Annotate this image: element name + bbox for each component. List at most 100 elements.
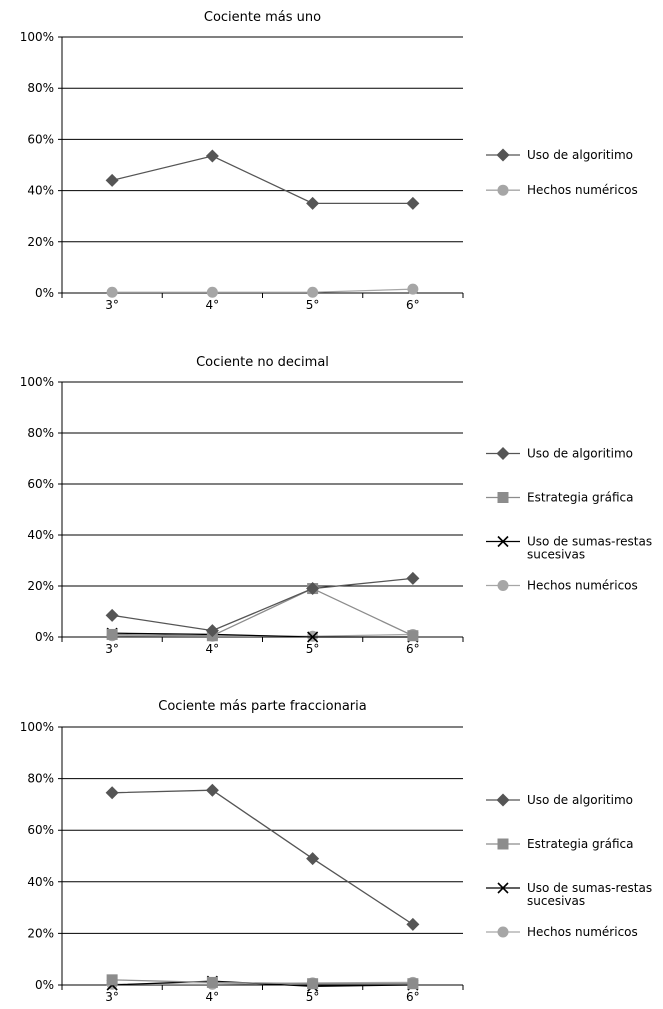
y-tick-label: 80% <box>27 81 54 95</box>
data-point <box>307 978 319 990</box>
data-point <box>307 286 319 298</box>
legend-marker <box>496 447 510 460</box>
series-line <box>112 979 413 985</box>
legend-entry-hechos-numericos: Hechos numéricos <box>486 183 638 197</box>
data-point <box>406 571 420 585</box>
data-point <box>106 974 118 986</box>
legend-label: Uso de algoritimo <box>527 148 633 162</box>
series-line <box>112 587 414 637</box>
legend-entry-uso-de-algoritimo: Uso de algoritimo <box>486 148 633 162</box>
data-point <box>105 608 119 622</box>
x-tick-label: 4° <box>206 990 220 1004</box>
legend-entry-uso-de-sumas-restas-sucesivas: Uso de sumas-restas sucesivas <box>486 535 652 562</box>
legend-entry-uso-de-algoritimo: Uso de algoritimo <box>486 447 633 461</box>
series-uso-de-algoritimo <box>105 149 420 210</box>
legend-label: Hechos numéricos <box>527 579 638 593</box>
series-hechos-numericos <box>106 283 419 298</box>
y-tick-label: 100% <box>20 30 54 44</box>
data-point <box>407 283 419 295</box>
y-tick-label: 20% <box>27 235 54 249</box>
y-tick-label: 40% <box>27 528 54 542</box>
x-tick-label: 6° <box>406 990 420 1004</box>
legend-entry-estrategia-grafica: Estrategia gráfica <box>486 491 633 505</box>
legend-label: Estrategia gráfica <box>527 491 633 505</box>
legend-entry-uso-de-algoritimo: Uso de algoritimo <box>486 793 633 807</box>
series-line <box>112 577 413 632</box>
legend-label: Uso de sumas-restas sucesivas <box>527 535 652 562</box>
y-tick-label: 40% <box>27 875 54 889</box>
y-tick-label: 60% <box>27 477 54 491</box>
data-point <box>105 786 119 800</box>
data-point <box>205 783 219 797</box>
legend: Uso de algoritimo Estrategia gráfica Uso d… <box>486 447 652 593</box>
data-point <box>407 978 419 990</box>
y-tick-label: 80% <box>27 772 54 786</box>
x-tick-label: 6° <box>406 298 420 312</box>
chart-title: Cociente más uno <box>204 10 321 25</box>
x-tick-label: 3° <box>105 642 119 656</box>
x-tick-label: 3° <box>105 298 119 312</box>
data-point <box>106 628 118 640</box>
legend-label: Uso de algoritimo <box>527 447 633 461</box>
chart-title: Cociente no decimal <box>196 355 329 370</box>
legend-marker <box>497 492 509 503</box>
series-estrategia-grafica <box>106 583 419 642</box>
y-tick-label: 100% <box>20 720 54 734</box>
series-uso-de-algoritimo <box>105 783 420 931</box>
legend-marker <box>497 882 509 894</box>
data-point <box>406 917 420 931</box>
data-point <box>206 286 218 298</box>
legend-label: Hechos numéricos <box>527 183 638 197</box>
data-point <box>205 624 219 638</box>
legend-label: Estrategia gráfica <box>527 837 633 851</box>
y-tick-label: 20% <box>27 579 54 593</box>
series-line <box>111 155 413 205</box>
x-tick-label: 4° <box>206 298 220 312</box>
y-tick-label: 100% <box>20 375 54 389</box>
legend-label: Uso de sumas-restas sucesivas <box>527 881 652 908</box>
y-tick-label: 0% <box>35 978 54 992</box>
y-tick-label: 0% <box>35 630 54 644</box>
legend-entry-uso-de-sumas-restas-sucesivas: Uso de sumas-restas sucesivas <box>486 881 652 908</box>
legend-label: Hechos numéricos <box>527 925 638 939</box>
series-line <box>112 632 413 638</box>
y-tick-label: 60% <box>27 823 54 837</box>
data-point <box>205 149 219 163</box>
series-uso-de-algoritimo <box>105 571 420 638</box>
legend-marker <box>496 148 510 162</box>
legend-marker <box>497 838 509 850</box>
x-tick-label: 5° <box>306 642 320 656</box>
chart-3: Cociente más parte fraccionaria 0% 20% 40% 6… <box>20 699 652 1004</box>
data-point <box>306 852 320 866</box>
legend-entry-hechos-numericos: Hechos numéricos <box>486 925 638 939</box>
chart-title: Cociente más parte fraccionaria <box>158 699 366 714</box>
legend-marker <box>496 793 510 807</box>
data-point <box>105 173 119 187</box>
data-point <box>206 976 218 988</box>
legend-entry-hechos-numericos: Hechos numéricos <box>486 579 638 593</box>
legend: Uso de algoritimo Hechos numéricos <box>486 148 638 197</box>
y-tick-label: 40% <box>27 184 54 198</box>
legend-label: Uso de algoritimo <box>527 793 633 807</box>
data-point <box>306 582 320 596</box>
data-point <box>407 630 419 642</box>
y-tick-label: 0% <box>35 286 54 300</box>
series-line <box>112 288 413 293</box>
data-point <box>306 196 320 210</box>
y-tick-label: 20% <box>27 926 54 940</box>
x-tick-label: 5° <box>306 990 320 1004</box>
chart-2: Cociente no decimal 0% 20% 40% 60% 80% 100% 3° 4… <box>20 355 652 656</box>
legend-entry-estrategia-grafica: Estrategia gráfica <box>486 837 633 851</box>
series-line <box>112 789 414 925</box>
chart-1: Cociente más uno 0% 20% 40% 60% 80% 100% 3° 4° 5°… <box>20 10 638 312</box>
legend-marker <box>497 926 509 938</box>
y-tick-label: 80% <box>27 426 54 440</box>
x-tick-label: 3° <box>105 990 119 1004</box>
y-tick-label: 60% <box>27 132 54 146</box>
x-tick-label: 6° <box>406 642 420 656</box>
data-point <box>307 631 319 643</box>
legend: Uso de algoritimo Estrategia gráfica Uso d… <box>486 793 652 939</box>
data-point <box>406 196 420 210</box>
x-tick-label: 5° <box>306 298 320 312</box>
